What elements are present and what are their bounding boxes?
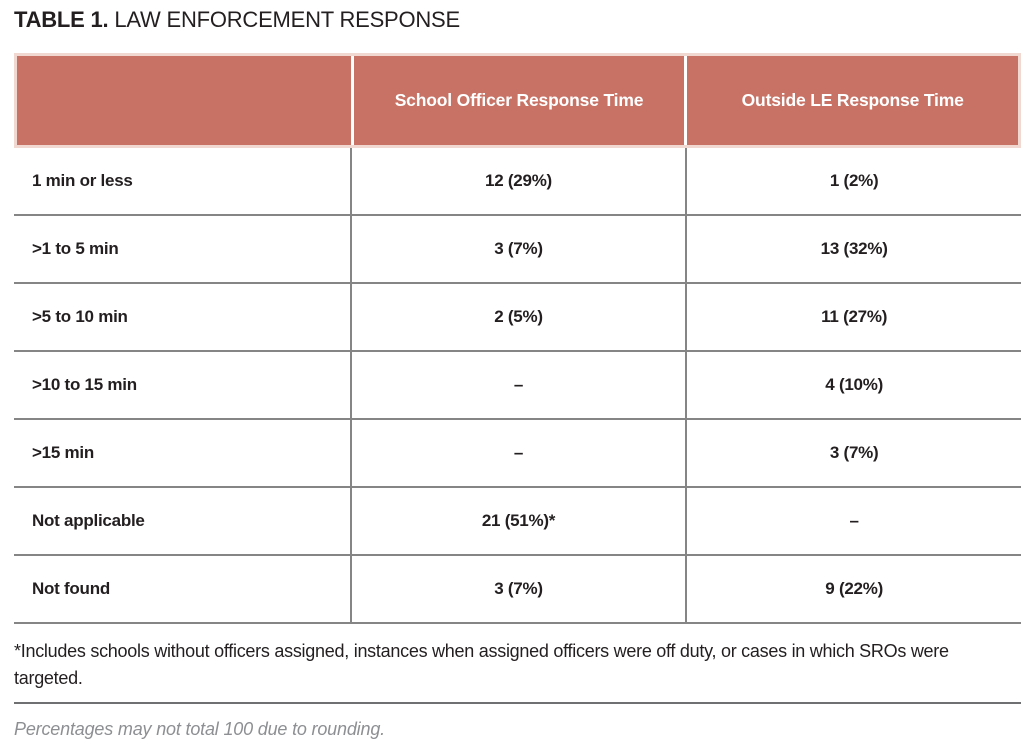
school-officer-value: 3 (7%) (349, 216, 686, 282)
header-cell-school-officer: School Officer Response Time (350, 56, 685, 145)
outside-le-value: 11 (27%) (685, 284, 1021, 350)
table-header-row: School Officer Response Time Outside LE … (14, 53, 1021, 148)
header-cell-outside-le: Outside LE Response Time (684, 56, 1018, 145)
row-label: Not found (32, 579, 110, 598)
divider-rule (14, 702, 1021, 704)
school-officer-value: – (349, 420, 686, 486)
row-label: >5 to 10 min (32, 307, 128, 326)
table-body: 1 min or less 12 (29%) 1 (2%) >1 to 5 mi… (14, 148, 1021, 624)
table-row: >1 to 5 min 3 (7%) 13 (32%) (14, 214, 1021, 282)
table-title: TABLE 1. LAW ENFORCEMENT RESPONSE (14, 6, 1021, 34)
row-label: >10 to 15 min (32, 375, 137, 394)
school-officer-value: 21 (51%)* (349, 488, 686, 554)
row-label: >1 to 5 min (32, 239, 119, 258)
school-officer-value: – (349, 352, 686, 418)
law-enforcement-response-table: School Officer Response Time Outside LE … (14, 53, 1021, 624)
row-label: Not applicable (32, 511, 145, 530)
table-title-number: TABLE 1. (14, 7, 109, 32)
table-title-text: LAW ENFORCEMENT RESPONSE (114, 7, 460, 32)
outside-le-value: 3 (7%) (685, 420, 1021, 486)
outside-le-value: 13 (32%) (685, 216, 1021, 282)
outside-le-value: 1 (2%) (685, 148, 1021, 214)
table-row: Not applicable 21 (51%)* – (14, 486, 1021, 554)
outside-le-value: 4 (10%) (685, 352, 1021, 418)
table-row: >5 to 10 min 2 (5%) 11 (27%) (14, 282, 1021, 350)
row-label: >15 min (32, 443, 94, 462)
table-row: 1 min or less 12 (29%) 1 (2%) (14, 148, 1021, 214)
rounding-note: Percentages may not total 100 due to rou… (14, 719, 385, 739)
row-label: 1 min or less (32, 171, 133, 190)
table-row: >15 min – 3 (7%) (14, 418, 1021, 486)
school-officer-value: 12 (29%) (349, 148, 686, 214)
table-row: >10 to 15 min – 4 (10%) (14, 350, 1021, 418)
outside-le-value: 9 (22%) (685, 556, 1021, 622)
school-officer-value: 2 (5%) (349, 284, 686, 350)
school-officer-value: 3 (7%) (349, 556, 686, 622)
table-row: Not found 3 (7%) 9 (22%) (14, 554, 1021, 622)
outside-le-value: – (685, 488, 1021, 554)
table-footnote: *Includes schools without officers assig… (14, 641, 949, 688)
header-cell-empty (17, 56, 351, 145)
